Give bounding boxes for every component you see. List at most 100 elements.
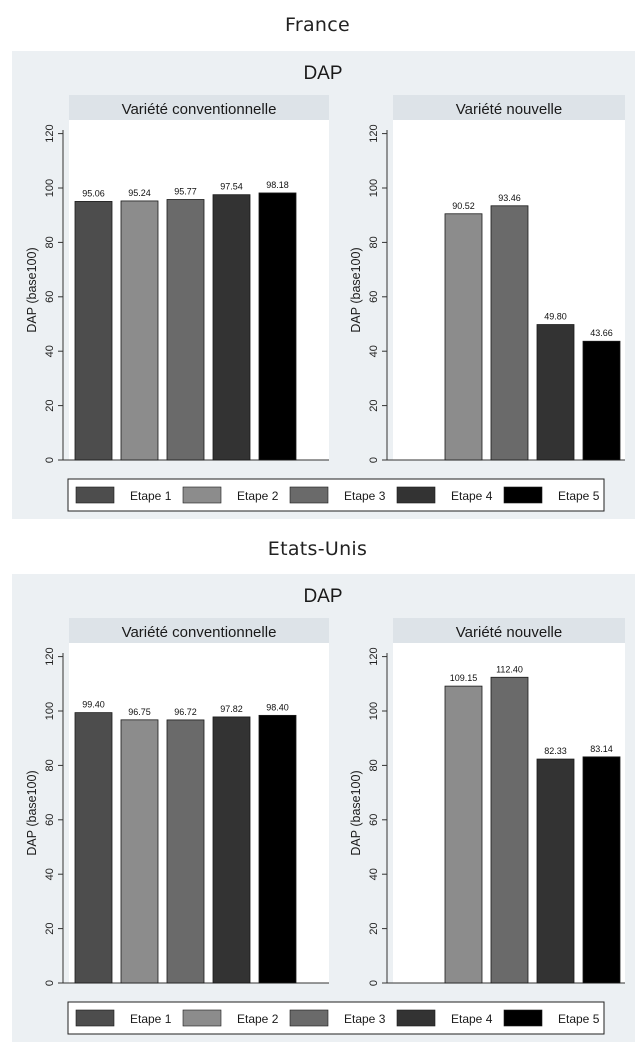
bar-value-label: 90.52	[452, 201, 475, 211]
bar	[258, 714, 297, 984]
bar-value-label: 97.82	[220, 704, 243, 714]
y-tick-label: 20	[44, 399, 56, 411]
bar	[490, 676, 529, 984]
legend-swatch	[182, 1009, 222, 1027]
bar-value-label: 82.33	[544, 746, 567, 756]
bar-value-label: 95.06	[82, 188, 105, 198]
legend-swatch	[396, 486, 436, 504]
y-tick-label: 20	[368, 922, 380, 934]
y-tick-label: 80	[368, 236, 380, 248]
panel-header-strip	[393, 618, 625, 643]
bar	[166, 199, 205, 461]
bar	[490, 205, 529, 461]
bar	[582, 756, 621, 984]
legend-swatch	[289, 486, 329, 504]
bar-value-label: 112.40	[496, 664, 523, 674]
bar	[120, 719, 159, 984]
panel-subtitle: Variété nouvelle	[456, 624, 562, 641]
y-tick-label: 60	[44, 814, 56, 826]
bar-value-label: 93.46	[498, 193, 521, 203]
title-band	[12, 574, 635, 614]
y-tick-label: 80	[44, 759, 56, 771]
legend-label: Etape 3	[344, 1012, 386, 1026]
y-tick-label: 40	[368, 345, 380, 357]
y-tick-label: 0	[44, 980, 56, 986]
bar	[444, 685, 483, 984]
legend-swatch	[289, 1009, 329, 1027]
chart-figure-etats-unis: DAP Variété conventionnelle 0 20 40 60 80 100 12…	[12, 574, 635, 1042]
y-axis-label: DAP (base100)	[349, 247, 363, 332]
bar	[536, 758, 575, 984]
legend-label: Etape 5	[558, 1012, 600, 1026]
legend-label: Etape 2	[237, 489, 279, 503]
y-tick-label: 120	[44, 647, 56, 665]
y-tick-label: 40	[44, 345, 56, 357]
legend-label: Etape 2	[237, 1012, 279, 1026]
chart-svg-france: DAP Variété conventionnelle 0 20 40 60 80 100 12…	[12, 51, 635, 512]
y-tick-label: 0	[44, 457, 56, 463]
panel-header-strip	[393, 95, 625, 120]
legend-label: Etape 5	[558, 489, 600, 503]
y-tick-label: 40	[368, 868, 380, 880]
y-tick-label: 0	[368, 980, 380, 986]
y-tick-label: 40	[44, 868, 56, 880]
bar-value-label: 95.24	[128, 188, 151, 198]
legend-label: Etape 4	[451, 1012, 493, 1026]
y-tick-label: 60	[368, 814, 380, 826]
y-tick-label: 100	[44, 179, 56, 197]
panel-subtitle: Variété nouvelle	[456, 101, 562, 118]
bar	[74, 201, 113, 461]
panel-header-strip	[69, 95, 329, 120]
bar	[582, 340, 621, 461]
bar-value-label: 83.14	[590, 744, 613, 754]
bar	[74, 712, 113, 984]
region-title-france: France	[285, 14, 350, 36]
title-band	[12, 51, 635, 91]
y-tick-label: 80	[44, 236, 56, 248]
bar-value-label: 96.75	[128, 707, 151, 717]
y-tick-label: 60	[44, 291, 56, 303]
y-tick-label: 120	[368, 647, 380, 665]
chart-svg-etats-unis: DAP Variété conventionnelle 0 20 40 60 80 100 12…	[12, 574, 635, 1035]
y-tick-label: 80	[368, 759, 380, 771]
bar	[212, 194, 251, 461]
legend-swatch	[503, 1009, 543, 1027]
region-title-etats-unis: Etats-Unis	[267, 538, 368, 560]
legend-swatch	[75, 486, 115, 504]
bar	[258, 192, 297, 461]
chart-title: DAP	[303, 63, 342, 84]
legend-label: Etape 1	[130, 1012, 172, 1026]
bar	[120, 200, 159, 461]
y-axis-label: DAP (base100)	[349, 770, 363, 855]
y-tick-label: 20	[44, 922, 56, 934]
bar	[166, 719, 205, 984]
bar-value-label: 43.66	[590, 328, 613, 338]
panel-subtitle: Variété conventionnelle	[122, 624, 277, 641]
chart-figure-france: DAP Variété conventionnelle 0 20 40 60 80 100 12…	[12, 51, 635, 519]
bar-value-label: 97.54	[220, 182, 243, 192]
legend-swatch	[396, 1009, 436, 1027]
y-axis-label: DAP (base100)	[25, 770, 39, 855]
y-axis-label: DAP (base100)	[25, 247, 39, 332]
bar-value-label: 98.18	[266, 180, 289, 190]
legend-label: Etape 4	[451, 489, 493, 503]
bar-value-label: 95.77	[174, 187, 197, 197]
panel-header-strip	[69, 618, 329, 643]
legend-swatch	[503, 486, 543, 504]
y-tick-label: 20	[368, 399, 380, 411]
legend-label: Etape 3	[344, 489, 386, 503]
legend-label: Etape 1	[130, 489, 172, 503]
bar-value-label: 49.80	[544, 312, 567, 322]
y-tick-label: 100	[44, 702, 56, 720]
bar	[212, 716, 251, 984]
bar-value-label: 98.40	[266, 702, 289, 712]
bar	[444, 213, 483, 461]
y-tick-label: 60	[368, 291, 380, 303]
y-tick-label: 120	[368, 124, 380, 142]
bar-value-label: 96.72	[174, 707, 197, 717]
bar-value-label: 99.40	[82, 700, 105, 710]
y-tick-label: 100	[368, 702, 380, 720]
y-tick-label: 100	[368, 179, 380, 197]
legend-swatch	[182, 486, 222, 504]
legend-swatch	[75, 1009, 115, 1027]
